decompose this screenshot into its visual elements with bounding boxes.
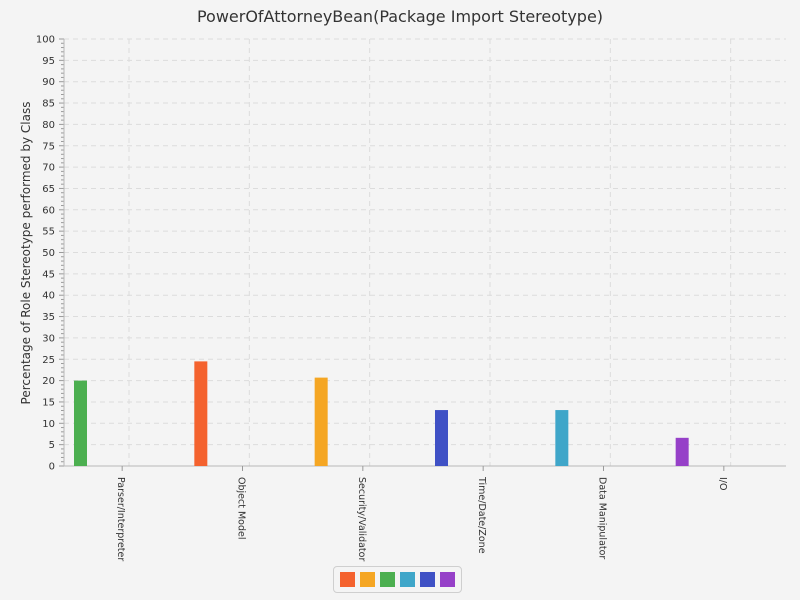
y-tick-label: 35 — [42, 312, 55, 323]
chart-title: PowerOfAttorneyBean(Package Import Stere… — [196, 7, 604, 26]
y-tick-label: 70 — [42, 163, 55, 174]
bar — [675, 437, 689, 466]
y-tick-label: 15 — [42, 397, 55, 408]
bar — [555, 410, 569, 466]
y-tick-label: 10 — [42, 419, 55, 430]
x-tick-label: Object Model — [236, 477, 247, 539]
y-tick-label: 90 — [42, 77, 55, 88]
legend-swatch — [400, 572, 415, 587]
y-tick-label: 55 — [42, 227, 55, 238]
y-tick-label: 40 — [42, 291, 55, 302]
x-tick-label: Time/Date/Zone — [476, 476, 487, 554]
y-tick-label: 50 — [42, 248, 55, 259]
y-tick-label: 95 — [42, 56, 55, 67]
y-tick-label: 65 — [42, 184, 55, 195]
bar — [194, 361, 208, 466]
legend — [333, 566, 462, 593]
legend-swatch — [420, 572, 435, 587]
y-tick-label: 30 — [42, 333, 55, 344]
y-tick-label: 80 — [42, 120, 55, 131]
legend-swatch — [380, 572, 395, 587]
y-tick-label: 20 — [42, 376, 55, 387]
y-tick-label: 60 — [42, 205, 55, 216]
y-tick-label: 45 — [42, 269, 55, 280]
legend-swatch — [340, 572, 355, 587]
y-tick-label: 75 — [42, 141, 55, 152]
x-tick-label: Security/Validator — [356, 477, 367, 561]
x-tick-label: I/O — [717, 477, 728, 490]
y-tick-label: 5 — [49, 440, 55, 451]
x-tick-label: Parser/Interpreter — [115, 477, 126, 561]
legend-swatch — [360, 572, 375, 587]
y-tick-label: 0 — [49, 462, 55, 473]
y-tick-label: 85 — [42, 99, 55, 110]
bar — [435, 410, 448, 466]
bar — [74, 380, 87, 466]
legend-swatch — [440, 572, 455, 587]
x-tick-label: Data Manipulator — [597, 477, 608, 559]
y-tick-label: 25 — [42, 355, 55, 366]
bar — [314, 377, 328, 466]
y-tick-label: 100 — [36, 35, 55, 46]
